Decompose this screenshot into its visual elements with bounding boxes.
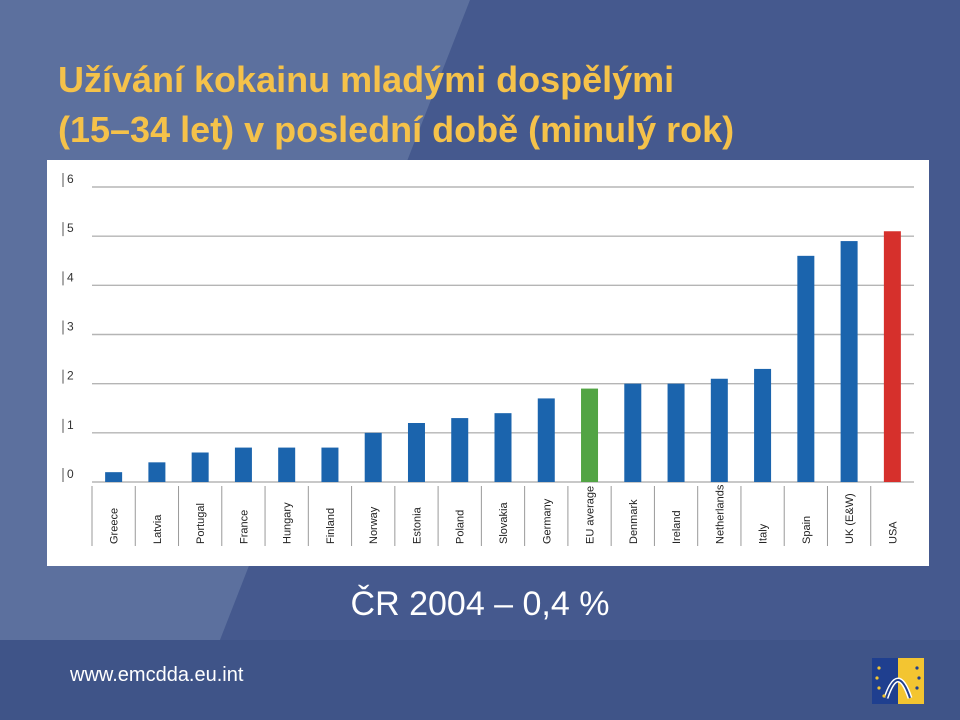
category-label: Estonia bbox=[411, 506, 423, 544]
bar bbox=[278, 447, 296, 482]
bar bbox=[321, 447, 339, 482]
bar bbox=[797, 255, 815, 482]
bar bbox=[105, 472, 123, 482]
y-tick-label: 5 bbox=[67, 221, 74, 235]
category-label: Italy bbox=[758, 523, 770, 544]
y-tick-label: 6 bbox=[67, 172, 74, 186]
category-label: Finland bbox=[325, 508, 337, 544]
slide-title-line-1: Užívání kokainu mladými dospělými bbox=[58, 59, 675, 100]
category-label: Greece bbox=[109, 508, 121, 544]
footer-url: www.emcdda.eu.int bbox=[70, 664, 244, 686]
bar bbox=[581, 388, 599, 482]
bar bbox=[754, 368, 772, 482]
bar bbox=[883, 231, 901, 482]
category-label: Slovakia bbox=[498, 502, 510, 544]
bar bbox=[191, 452, 209, 482]
category-label: Netherlands bbox=[714, 484, 726, 544]
bar bbox=[494, 413, 512, 482]
category-label: Germany bbox=[541, 498, 553, 544]
y-tick-label: 3 bbox=[67, 320, 74, 334]
bar-chart: 0 1 2 3 4 5 6 Greece Latvia Portugal France Hungary… bbox=[62, 172, 914, 546]
category-label: Denmark bbox=[628, 499, 640, 544]
y-tick-label: 4 bbox=[67, 270, 74, 284]
bar bbox=[624, 383, 642, 482]
category-label: UK (E&W) bbox=[844, 493, 856, 544]
category-label: France bbox=[238, 510, 250, 544]
y-tick-label: 1 bbox=[67, 418, 74, 432]
czech-2004-note: ČR 2004 – 0,4 % bbox=[350, 585, 610, 623]
category-label: Hungary bbox=[282, 502, 294, 544]
category-label: Latvia bbox=[152, 514, 164, 544]
bar bbox=[234, 447, 252, 482]
category-label: Spain bbox=[801, 516, 813, 544]
category-label: Norway bbox=[368, 506, 380, 544]
chart-panel: 0 1 2 3 4 5 6 Greece Latvia Portugal France Hungary… bbox=[47, 160, 929, 566]
category-label: EU average bbox=[585, 486, 597, 544]
footer-bar: www.emcdda.eu.int bbox=[0, 640, 960, 720]
bar bbox=[451, 418, 469, 482]
bar bbox=[364, 432, 382, 482]
bar bbox=[667, 383, 685, 482]
y-tick-label: 0 bbox=[67, 467, 74, 481]
bar bbox=[407, 423, 425, 482]
category-label: Ireland bbox=[671, 510, 683, 544]
category-label: USA bbox=[887, 521, 899, 544]
slide-title-line-2: (15–34 let) v poslední době (minulý rok) bbox=[58, 109, 735, 150]
emcdda-logo-icon bbox=[872, 658, 924, 704]
bar bbox=[148, 462, 166, 482]
bar bbox=[537, 398, 555, 482]
category-label: Poland bbox=[455, 510, 467, 544]
bar bbox=[710, 378, 728, 482]
y-tick-label: 2 bbox=[67, 369, 74, 383]
bar bbox=[840, 241, 858, 482]
category-label: Portugal bbox=[195, 503, 207, 544]
